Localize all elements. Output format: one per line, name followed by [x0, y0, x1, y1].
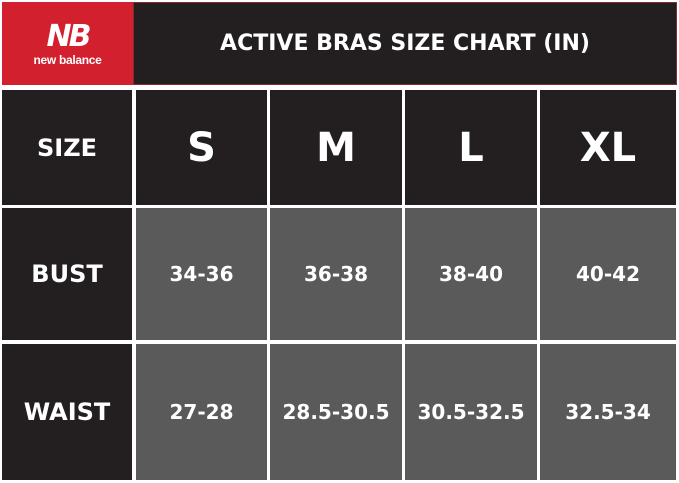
row-label-waist: WAIST — [2, 344, 132, 480]
new-balance-logo: NB new balance — [2, 2, 133, 85]
waist-value: 30.5-32.5 — [405, 344, 537, 480]
bust-value: 38-40 — [405, 208, 537, 340]
waist-value: 32.5-34 — [540, 344, 676, 480]
chart-title: ACTIVE BRAS SIZE CHART (IN) — [133, 2, 677, 85]
size-s: S — [136, 90, 267, 205]
row-label-bust: BUST — [2, 208, 132, 340]
bust-value: 36-38 — [270, 208, 402, 340]
waist-value: 27-28 — [136, 344, 267, 480]
brand-name: new balance — [33, 52, 102, 67]
size-l: L — [405, 90, 537, 205]
size-xl: XL — [540, 90, 676, 205]
size-header: SIZE — [2, 90, 132, 205]
bust-value: 40-42 — [540, 208, 676, 340]
waist-value: 28.5-30.5 — [270, 344, 402, 480]
bust-value: 34-36 — [136, 208, 267, 340]
size-m: M — [270, 90, 402, 205]
nb-logo-mark: NB — [46, 18, 92, 54]
